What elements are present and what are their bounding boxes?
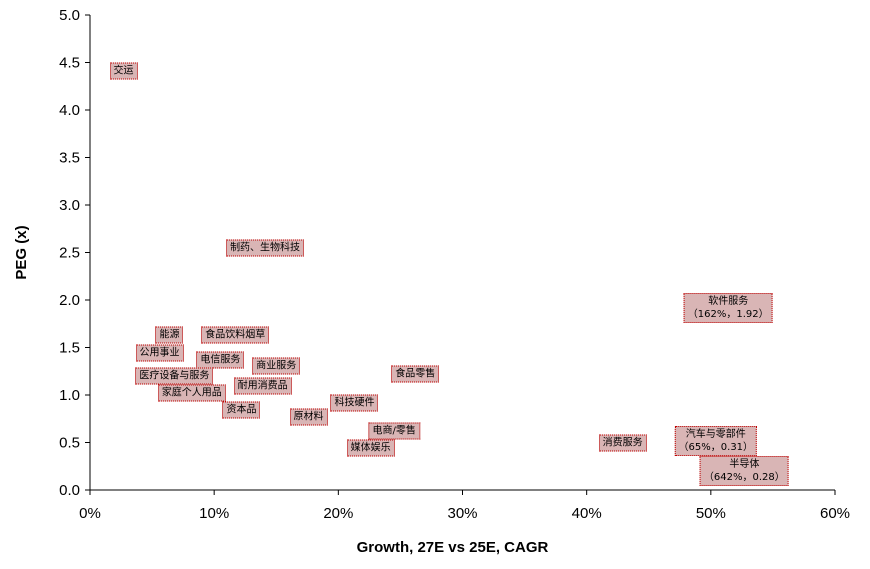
data-label: 家庭个人用品 [157, 384, 226, 402]
data-label: 医疗设备与服务 [135, 367, 214, 385]
x-tick-label: 20% [323, 505, 353, 522]
y-tick-label: 4.5 [59, 55, 80, 72]
data-label: 能源 [155, 326, 184, 344]
x-tick-label: 30% [447, 505, 477, 522]
y-tick-label: 0.0 [59, 482, 80, 499]
data-label: 原材料 [289, 408, 328, 426]
x-tick-label: 60% [820, 505, 850, 522]
data-label: 商业服务 [252, 357, 301, 375]
y-tick-label: 5.0 [59, 7, 80, 24]
y-tick-label: 1.5 [59, 340, 80, 357]
data-label: 食品饮料烟草 [201, 326, 270, 344]
data-label: 电商/零售 [368, 422, 420, 440]
data-label: 食品零售 [391, 365, 440, 383]
y-axis-title: PEG (x) [13, 225, 30, 279]
x-tick-label: 40% [572, 505, 602, 522]
y-tick-label: 4.0 [59, 102, 80, 119]
x-tick-label: 0% [79, 505, 101, 522]
data-label: 耐用消费品 [233, 377, 292, 395]
y-tick-label: 0.5 [59, 435, 80, 452]
data-label: 公用事业 [135, 344, 184, 362]
data-label: 软件服务 （162%，1.92） [683, 292, 773, 323]
data-label: 半导体 （642%，0.28） [699, 456, 789, 486]
x-tick-label: 10% [199, 505, 229, 522]
data-label: 科技硬件 [330, 394, 379, 412]
y-tick-label: 3.0 [59, 197, 80, 214]
y-tick-label: 3.5 [59, 150, 80, 167]
y-tick-label: 1.0 [59, 387, 80, 404]
data-label: 消费服务 [598, 434, 647, 452]
y-tick-label: 2.5 [59, 245, 80, 262]
y-tick-label: 2.0 [59, 292, 80, 309]
x-axis-title: Growth, 27E vs 25E, CAGR [357, 539, 549, 556]
data-label: 制药、生物科技 [226, 239, 305, 257]
x-tick-label: 50% [696, 505, 726, 522]
data-label: 媒体娱乐 [346, 439, 395, 457]
data-label: 电信服务 [196, 351, 245, 369]
data-label: 资本品 [222, 401, 261, 419]
data-label: 汽车与零部件 （65%，0.31） [674, 425, 758, 456]
data-label: 交运 [109, 62, 138, 80]
